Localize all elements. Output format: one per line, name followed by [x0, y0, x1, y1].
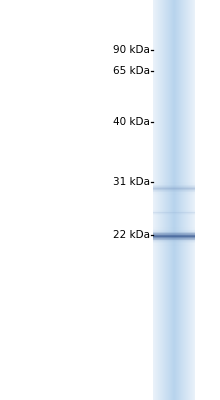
Text: 90 kDa: 90 kDa: [113, 45, 150, 55]
Text: 31 kDa: 31 kDa: [113, 177, 150, 187]
Text: 65 kDa: 65 kDa: [113, 66, 150, 76]
Text: 40 kDa: 40 kDa: [113, 117, 150, 127]
Text: 22 kDa: 22 kDa: [113, 230, 150, 240]
